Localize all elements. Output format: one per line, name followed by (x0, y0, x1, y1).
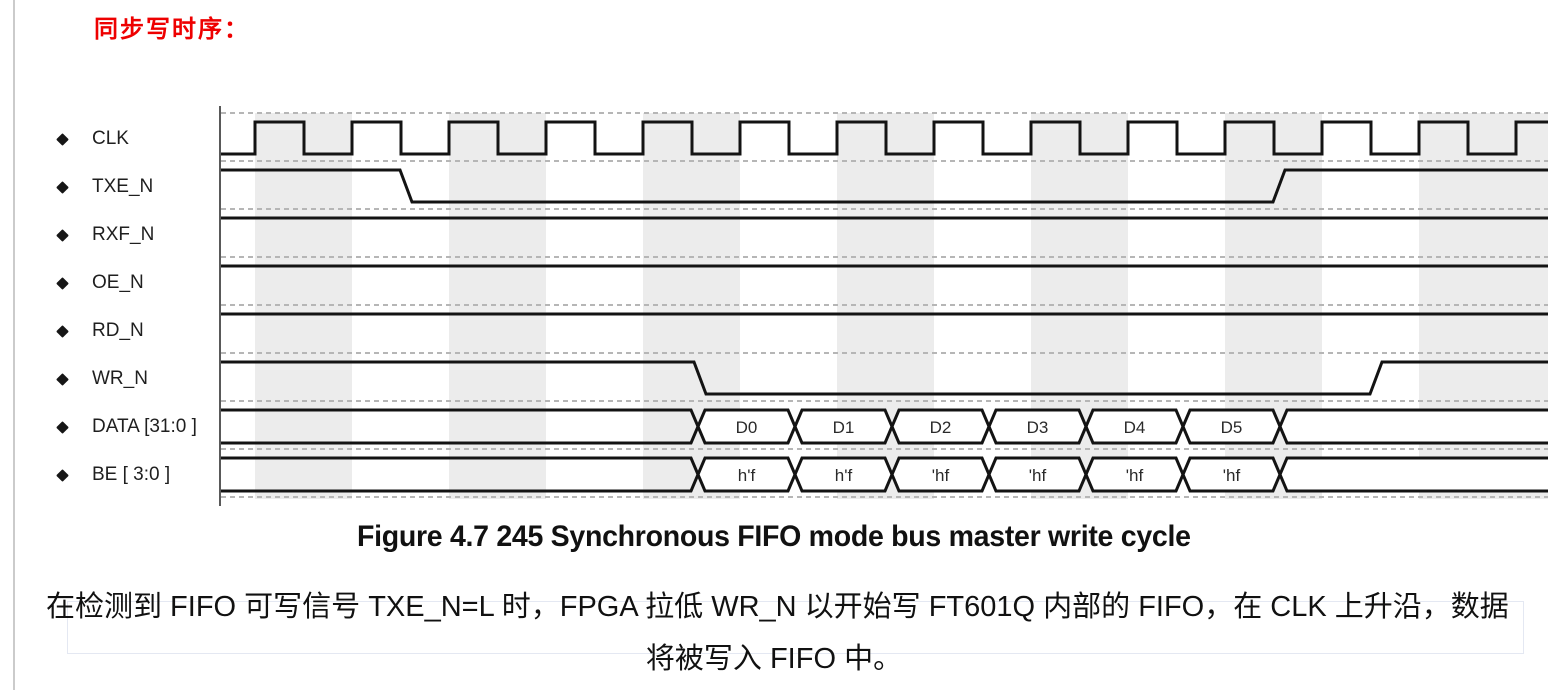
bus-segment (892, 410, 989, 443)
diamond-bullet-icon (56, 180, 69, 194)
bus-segment (989, 410, 1086, 443)
bus-segment (1086, 410, 1183, 443)
bus-value-label: 'hf (932, 466, 950, 485)
signal-name: BE [ 3:0 ] (92, 464, 171, 485)
signal-name: TXE_N (92, 176, 154, 197)
paragraph-box (67, 601, 1524, 654)
bus-value-label: 'hf (1223, 466, 1241, 485)
bus-segment (698, 410, 795, 443)
bus-segment (795, 458, 892, 491)
diamond-bullet-icon (56, 276, 69, 290)
bus-value-label: D4 (1124, 418, 1146, 437)
bus-value-label: D5 (1221, 418, 1243, 437)
bus-segment (892, 458, 989, 491)
bus-segment (989, 458, 1086, 491)
diamond-bullet-icon (56, 468, 69, 482)
signal-name: CLK (92, 128, 129, 149)
diamond-bullet-icon (56, 324, 69, 338)
signal-row: TXE_N (56, 173, 154, 201)
signal-row: CLK (56, 125, 129, 153)
bus-rail-lower (221, 456, 1548, 493)
clock-waveform (221, 120, 1548, 156)
signal-name: WR_N (92, 368, 148, 389)
signal-label-column: CLK TXE_N RXF_N OE_N RD_N WR_N DATA [31:0 ] BE … (0, 0, 220, 560)
body-paragraph: 在检测到 FIFO 可写信号 TXE_N=L 时，FPGA 拉低 WR_N 以开… (46, 581, 1509, 685)
diamond-bullet-icon (56, 132, 69, 146)
signal-row: RXF_N (56, 221, 155, 249)
section-heading: 同步写时序： (94, 14, 250, 43)
bus-value-label: 'hf (1029, 466, 1047, 485)
signal-name: RD_N (92, 320, 144, 341)
bus-value-label: D1 (833, 418, 855, 437)
signal-name: OE_N (92, 272, 144, 293)
signal-name: DATA [31:0 ] (92, 416, 197, 437)
bus-segment (1183, 458, 1280, 491)
bus-value-label: h'f (835, 466, 853, 485)
paragraph-line-2: 将被写入 FIFO 中。 (645, 643, 903, 675)
signal-row: DATA [31:0 ] (56, 413, 197, 441)
bus-rail-lower (221, 408, 1548, 445)
paragraph-line-1: 在检测到 FIFO 可写信号 TXE_N=L 时，FPGA 拉低 WR_N 以开… (46, 591, 1509, 623)
bus-value-label: h'f (738, 466, 756, 485)
diamond-bullet-icon (56, 228, 69, 242)
page-margin-rule (13, 0, 15, 690)
bus-value-label: D2 (930, 418, 952, 437)
bus-value-label: 'hf (1126, 466, 1144, 485)
level-waveform (221, 168, 1548, 204)
bus-segment (698, 458, 795, 491)
bus-trailing-segment (1280, 410, 1548, 443)
signal-row: BE [ 3:0 ] (56, 461, 171, 489)
bus-segment (1086, 458, 1183, 491)
level-waveform (221, 360, 1548, 396)
signal-name: RXF_N (92, 224, 155, 245)
diamond-bullet-icon (56, 420, 69, 434)
diamond-bullet-icon (56, 372, 69, 386)
signal-row: OE_N (56, 269, 144, 297)
bus-trailing-segment (1280, 458, 1548, 491)
bus-segment (1183, 410, 1280, 443)
bus-value-label: D0 (736, 418, 758, 437)
bus-segment (795, 410, 892, 443)
signal-row: WR_N (56, 365, 148, 393)
bus-value-label: D3 (1027, 418, 1049, 437)
figure-caption: Figure 4.7 245 Synchronous FIFO mode bus… (0, 520, 1548, 554)
figure-caption-text: Figure 4.7 245 Synchronous FIFO mode bus… (357, 520, 1191, 553)
signal-row: RD_N (56, 317, 144, 345)
